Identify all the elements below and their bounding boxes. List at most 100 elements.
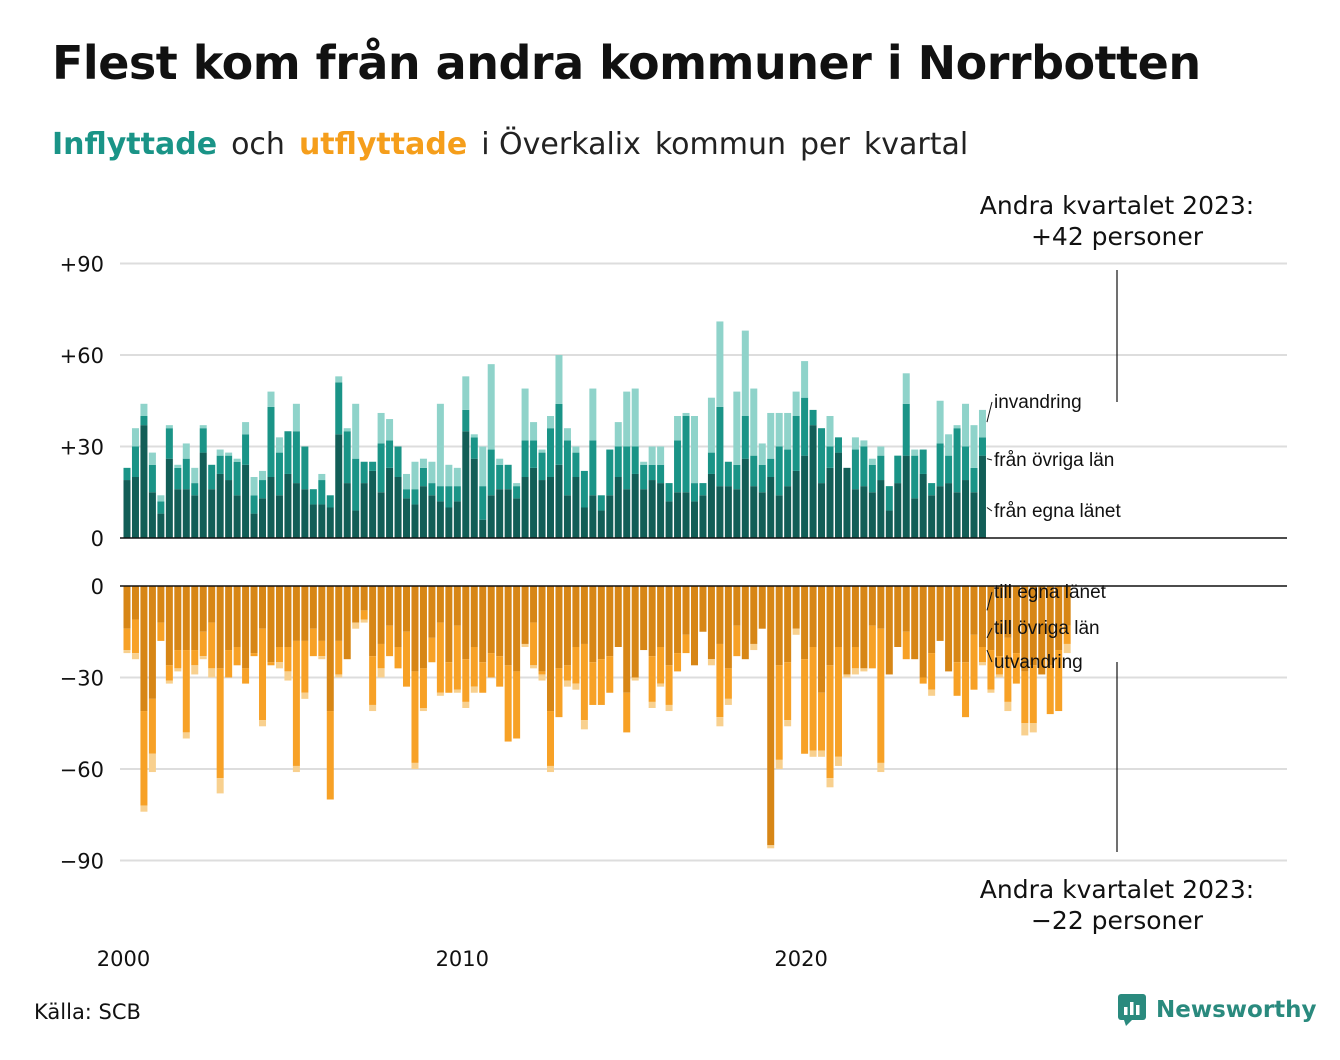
bar-in-segment xyxy=(538,480,546,538)
bar-in-segment xyxy=(936,443,944,487)
bar-out-segment xyxy=(1063,643,1071,654)
bar-out-segment xyxy=(225,650,233,678)
bar-in-segment xyxy=(860,440,868,447)
bar-in-segment xyxy=(902,403,910,456)
bar-out-segment xyxy=(978,662,986,666)
bar-in-segment xyxy=(801,361,809,398)
bar-out-segment xyxy=(758,586,766,629)
chart-title: Flest kom från andra kommuner i Norrbott… xyxy=(52,36,1201,90)
bar-in-segment xyxy=(369,470,377,538)
bar-out-segment xyxy=(928,586,936,654)
bar-out-segment xyxy=(487,586,495,654)
bar-in-segment xyxy=(284,431,292,474)
bar-out-segment xyxy=(411,671,419,763)
bar-out-segment xyxy=(614,586,622,647)
bar-out-segment xyxy=(521,586,529,644)
y-tick-label-out: −30 xyxy=(60,667,104,691)
bar-in-segment xyxy=(225,452,233,456)
bar-out-segment xyxy=(597,586,605,660)
series-label-leader xyxy=(986,649,993,663)
bar-in-segment xyxy=(352,403,360,459)
bar-out-segment xyxy=(784,720,792,727)
bar-out-segment xyxy=(182,586,190,651)
bar-in-segment xyxy=(504,489,512,538)
bar-out-segment xyxy=(530,665,538,669)
bar-out-segment xyxy=(377,643,385,669)
bar-in-segment xyxy=(513,498,521,538)
bar-out-segment xyxy=(301,640,309,693)
bar-out-segment xyxy=(1012,586,1020,654)
bar-out-segment xyxy=(208,586,216,623)
bar-out-segment xyxy=(1004,637,1012,702)
bar-out-segment xyxy=(182,650,190,733)
bar-in-segment xyxy=(555,403,563,465)
bar-in-segment xyxy=(589,388,597,441)
bar-out-segment xyxy=(919,677,927,684)
bar-in-segment xyxy=(547,477,554,538)
bar-in-segment xyxy=(259,480,267,499)
bar-out-segment xyxy=(157,622,165,641)
bar-out-segment xyxy=(674,653,682,672)
bar-in-segment xyxy=(445,486,453,508)
bar-in-segment xyxy=(216,449,224,456)
series-label-leader xyxy=(986,507,993,512)
bar-in-segment xyxy=(750,388,758,456)
bar-in-segment xyxy=(606,449,614,496)
bar-out-segment xyxy=(360,586,368,611)
bar-in-segment xyxy=(877,455,885,481)
bar-out-segment xyxy=(851,647,859,669)
bar-out-segment xyxy=(284,647,292,672)
bar-in-segment xyxy=(301,489,309,538)
bar-out-segment xyxy=(868,586,876,626)
bar-out-segment xyxy=(445,586,453,663)
y-tick-label-in: +30 xyxy=(60,436,104,460)
bar-in-segment xyxy=(242,434,250,465)
bar-in-segment xyxy=(631,446,639,474)
bar-out-segment xyxy=(309,586,317,629)
bar-out-segment xyxy=(987,586,995,651)
bar-in-segment xyxy=(623,446,631,490)
bar-in-segment xyxy=(148,464,156,493)
x-tick-label: 2020 xyxy=(774,947,827,971)
bar-in-segment xyxy=(767,477,775,538)
bar-out-segment xyxy=(589,662,597,705)
bar-in-segment xyxy=(335,376,343,383)
bar-out-segment xyxy=(140,805,148,812)
bar-out-segment xyxy=(428,586,436,638)
bar-out-segment xyxy=(453,625,461,690)
bar-in-segment xyxy=(165,428,173,459)
bar-out-segment xyxy=(640,586,648,651)
bar-in-segment xyxy=(953,492,961,538)
bar-in-segment xyxy=(707,452,715,474)
bar-out-segment xyxy=(834,586,842,647)
bar-out-segment xyxy=(1029,665,1037,724)
bar-out-segment xyxy=(377,586,385,644)
bar-in-segment xyxy=(801,397,809,456)
bar-in-segment xyxy=(707,397,715,453)
bar-out-segment xyxy=(843,586,851,675)
bar-out-segment xyxy=(563,665,571,681)
bar-out-segment xyxy=(750,643,758,651)
bar-in-segment xyxy=(140,403,148,416)
bar-out-segment xyxy=(962,586,970,663)
bar-out-segment xyxy=(259,720,267,727)
bar-in-segment xyxy=(877,480,885,538)
bar-out-segment xyxy=(292,765,300,773)
bar-in-segment xyxy=(716,406,724,487)
bar-in-segment xyxy=(462,376,470,410)
bar-in-segment xyxy=(428,483,436,496)
bar-in-segment xyxy=(657,483,665,538)
bar-out-segment xyxy=(563,586,571,666)
bar-out-segment xyxy=(834,756,842,766)
bar-in-segment xyxy=(563,440,571,496)
bar-in-segment xyxy=(479,486,487,520)
bar-out-segment xyxy=(165,586,173,666)
bar-out-segment xyxy=(165,665,173,681)
bar-out-segment xyxy=(538,671,546,675)
bar-in-segment xyxy=(453,501,461,538)
bar-in-segment xyxy=(962,403,970,447)
bar-out-segment xyxy=(462,586,470,660)
bar-out-segment xyxy=(199,586,207,632)
bar-out-segment xyxy=(555,586,563,669)
bar-out-segment xyxy=(995,586,1003,657)
